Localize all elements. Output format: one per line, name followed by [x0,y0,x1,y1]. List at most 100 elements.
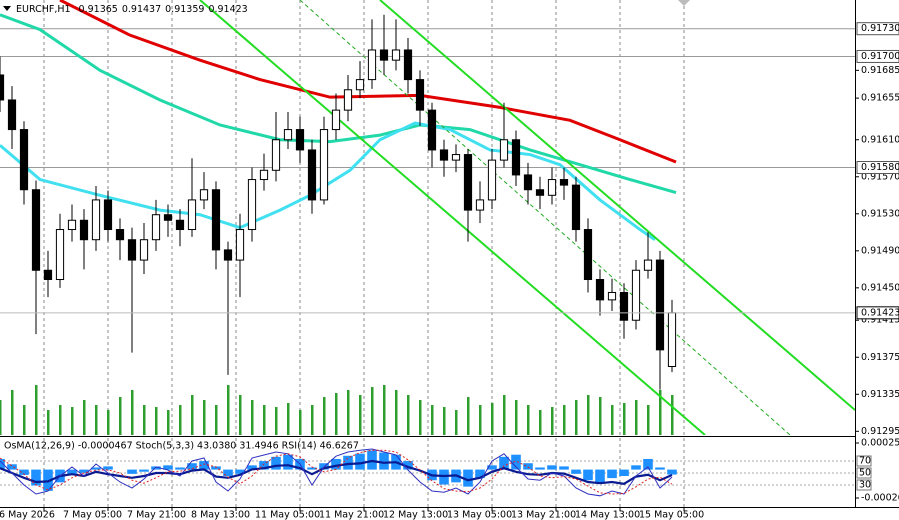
candle-body [271,139,281,171]
volume-bar [263,405,266,435]
volume-bar [203,400,206,435]
candle-body [571,184,581,231]
oscillator-tick-label: 50 [859,468,871,479]
symbol: EURCHF,H1 [16,4,71,15]
oscillator-tick-box [856,455,872,467]
volume-bar [635,400,638,435]
y-tick-label: 0.91655 [861,93,899,104]
candle-body [199,189,209,201]
osma-bar [19,469,29,475]
candle-body [211,189,221,251]
candle-body [583,229,593,281]
candle-body [607,291,617,301]
osma-bar [559,466,569,470]
volume-bar [131,390,134,435]
candle-body [595,279,605,301]
volume-bar [599,397,602,435]
volume-bar [575,400,578,435]
oscillator-tick-box [856,467,872,479]
osma-tick-label: 0.000250 [861,438,899,449]
last-close: 0.91423 [208,4,247,15]
volume-bar [47,410,50,435]
volume-bar [659,390,662,435]
volume-bar [191,395,194,435]
volume-bar [23,405,26,435]
trendline [199,0,706,435]
osma-bar [307,467,317,470]
chart-caption: EURCHF,H1 0.91365 0.91437 0.91359 0.91423 [16,4,248,15]
osma-bar [31,469,41,486]
y-tick-label: 0.91530 [861,208,899,219]
x-tick-label: 6 May 2026 [0,510,55,520]
candle-body [307,149,317,201]
candle-body [667,312,677,368]
volume-bar [647,405,650,435]
volume-bar [563,405,566,435]
moving-average [0,13,677,194]
candle-body [235,229,245,261]
candle-body [43,269,53,281]
y-tick-label: 0.91375 [861,352,899,363]
x-tick-label: 7 May 21:00 [127,510,186,520]
trendline [379,0,855,411]
candle-body [619,291,629,321]
osma-bar [259,461,269,470]
volume-bar [359,395,362,435]
osma-bar [667,469,677,475]
osma-bar [655,467,665,470]
osma-bar [139,469,149,472]
osma-bar [199,461,209,470]
volume-bar [467,397,470,435]
y-tick-label: 0.91415 [861,315,899,326]
volume-bar [395,390,398,435]
osma-bar [223,469,233,476]
level-label-box [856,161,899,175]
menu-arrow[interactable] [3,6,11,11]
level-label-box [856,22,899,36]
candle-body [547,179,557,196]
osma-bar [163,465,173,470]
volume-bar [551,407,554,435]
osma-bar [211,466,221,470]
volume-bar [671,395,674,435]
osma-bar [535,467,545,470]
osma-bar [547,465,557,470]
candle-body [295,129,305,151]
volume-bar [383,385,386,435]
osma-bar [331,458,341,470]
candle-body [319,129,329,201]
volume-bar [155,407,158,435]
volume-bar [179,405,182,435]
oscillator-tick-label: 70 [859,456,871,467]
volume-bar [323,397,326,435]
osma-bar [235,469,245,474]
oscillator-tick-label: 30 [859,480,871,491]
osma-bar [343,455,353,470]
y-tick-label: 0.91570 [861,171,899,182]
osma-bar [67,469,77,475]
volume-bar [443,407,446,435]
volume-bar [539,410,542,435]
volume-bar [407,395,410,435]
rsi-line [0,459,673,485]
osma-bar [355,453,365,470]
osma-bar [79,469,89,473]
osma-bar [607,469,617,479]
candle-body [523,174,533,191]
volume-bar [623,403,626,435]
candle-body [535,189,545,196]
volume-bar [299,410,302,435]
candle-body [439,149,449,161]
candle-body [283,129,293,141]
candle-body [643,259,653,271]
candle-body [115,229,125,241]
volume-bar [251,400,254,435]
osma-bar [103,466,113,470]
current-price-label: 0.91423 [861,307,899,318]
volume-bar [167,410,170,435]
osma-bar [283,454,293,470]
y-tick-label: 0.91685 [861,65,899,76]
indicator-caption: OsMA(12,26,9) -0.0000467 Stoch(5,3,3) 43… [4,441,359,452]
candle-body [631,269,641,321]
osma-bar [463,469,473,487]
